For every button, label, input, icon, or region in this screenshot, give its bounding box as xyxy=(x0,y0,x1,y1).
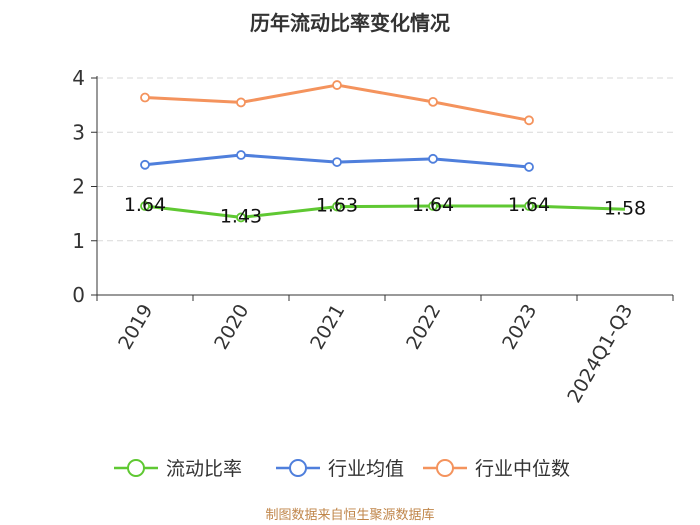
x-tick-label: 2023 xyxy=(498,301,541,354)
grid xyxy=(97,77,673,242)
data-point xyxy=(428,153,438,164)
data-label: 1.64 xyxy=(508,194,550,216)
series xyxy=(140,80,626,223)
legend-swatch-marker xyxy=(436,459,454,477)
data-point xyxy=(236,212,246,223)
legend-swatch-marker xyxy=(127,459,145,477)
x-tick-label: 2022 xyxy=(402,301,445,354)
y-tick-label: 1 xyxy=(72,229,85,253)
source-note: 制图数据来自恒生聚源数据库 xyxy=(265,507,434,523)
data-point xyxy=(140,92,150,103)
series-line xyxy=(144,83,530,122)
legend-label: 行业均值 xyxy=(328,458,404,480)
legend-label: 流动比率 xyxy=(166,458,242,480)
data-label: 1.64 xyxy=(124,194,166,216)
legend-item[interactable]: 流动比率 xyxy=(114,458,242,480)
chart-title: 历年流动比率变化情况 xyxy=(250,11,450,35)
data-point xyxy=(524,201,534,211)
data-point xyxy=(236,97,246,108)
data-point xyxy=(332,157,342,167)
legend-label: 行业中位数 xyxy=(475,458,570,480)
x-tick-label: 2021 xyxy=(306,301,349,354)
data-label: 1.43 xyxy=(220,205,262,227)
data-point xyxy=(332,80,342,90)
series-line xyxy=(144,204,626,219)
legend-item[interactable]: 行业中位数 xyxy=(423,458,570,480)
legend: 流动比率 行业均值 行业中位数 xyxy=(114,458,570,480)
y-tick-label: 4 xyxy=(72,66,85,90)
y-tick-label: 2 xyxy=(72,175,85,199)
data-point xyxy=(524,115,534,126)
data-point xyxy=(428,96,438,107)
data-labels: 1.64 1.43 1.63 1.64 1.64 1.58 xyxy=(124,194,646,227)
y-tick-label: 0 xyxy=(72,283,85,307)
axes: 0 1 2 3 4 2019 2020 2021 2022 2023 2024Q1-Q3 xyxy=(72,66,674,407)
data-label: 1.64 xyxy=(412,194,454,216)
data-point xyxy=(524,162,534,172)
data-point xyxy=(140,159,150,170)
x-tick-label: 2024Q1-Q3 xyxy=(563,301,637,407)
data-label: 1.63 xyxy=(316,195,358,217)
data-point xyxy=(236,150,246,160)
legend-item[interactable]: 行业均值 xyxy=(276,458,404,480)
data-label: 1.58 xyxy=(604,197,646,219)
data-point xyxy=(332,201,342,212)
data-point xyxy=(428,201,438,211)
y-tick-label: 3 xyxy=(72,120,85,144)
legend-swatch-marker xyxy=(289,459,307,477)
data-point xyxy=(140,201,150,211)
x-tick-label: 2019 xyxy=(114,301,157,354)
x-tick-label: 2020 xyxy=(210,301,253,354)
